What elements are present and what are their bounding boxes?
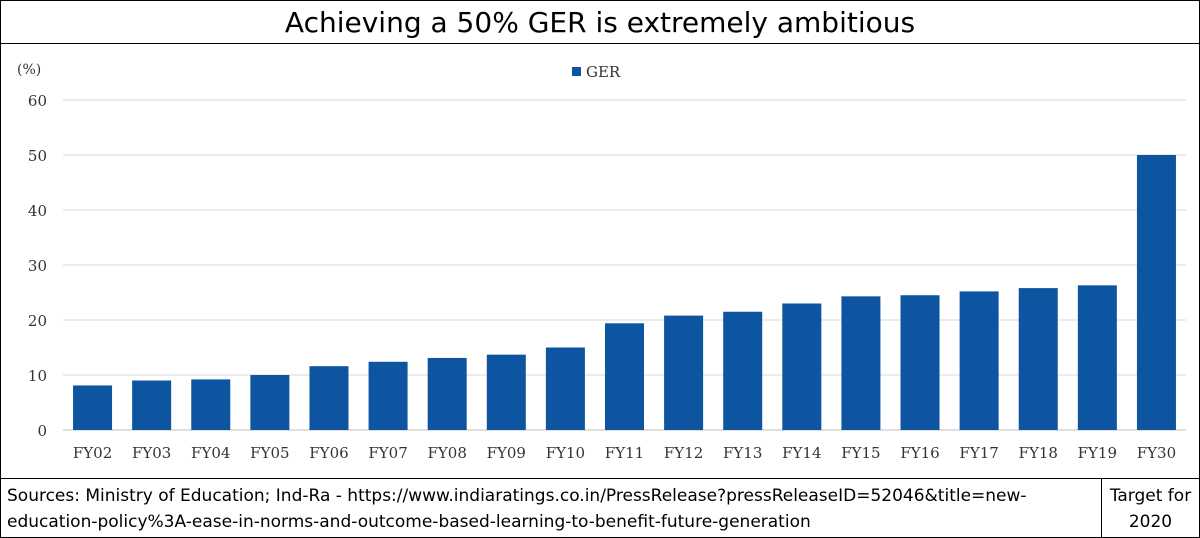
x-tick-label: FY07 xyxy=(368,444,407,462)
x-tick-label: FY06 xyxy=(309,444,348,462)
target-line-2: 2020 xyxy=(1128,512,1173,532)
x-tick-label: FY02 xyxy=(73,444,112,462)
bar xyxy=(604,323,645,430)
bar xyxy=(132,380,172,430)
target-note: Target for 2020 xyxy=(1101,479,1199,538)
bar xyxy=(545,347,585,430)
bar xyxy=(841,296,881,430)
x-tick-label: FY10 xyxy=(546,444,585,462)
bar xyxy=(1136,155,1176,430)
y-tick-label: 40 xyxy=(28,202,47,220)
chart-area: 0 10 20 30 40 50 60 (%) GER FY02 FY03 FY04 FY05 FY06 F… xyxy=(1,44,1199,477)
bar xyxy=(191,379,231,430)
target-line-1: Target for xyxy=(1109,486,1192,506)
bar xyxy=(486,354,526,430)
y-tick-label: 30 xyxy=(28,257,47,275)
bar-chart: 0 10 20 30 40 50 60 (%) GER FY02 FY03 FY04 FY05 FY06 F… xyxy=(17,62,1186,462)
y-tick-label: 60 xyxy=(28,92,47,110)
bar xyxy=(723,311,763,430)
bar xyxy=(250,375,290,430)
x-tick-label: FY04 xyxy=(191,444,230,462)
bar xyxy=(959,291,999,430)
x-tick-label: FY15 xyxy=(841,444,880,462)
bar xyxy=(664,315,704,430)
x-tick-label: FY14 xyxy=(782,444,821,462)
x-tick-label: FY30 xyxy=(1137,444,1176,462)
x-tick-label: FY09 xyxy=(487,444,526,462)
y-tick-label: 10 xyxy=(28,367,47,385)
x-tick-label: FY03 xyxy=(132,444,171,462)
bar xyxy=(73,385,113,430)
bar xyxy=(1018,288,1058,430)
bar xyxy=(368,361,408,430)
bar xyxy=(900,295,940,430)
y-axis-label: (%) xyxy=(17,62,41,78)
y-tick-label: 20 xyxy=(28,312,47,330)
y-tick-label: 0 xyxy=(37,422,47,440)
x-tick-label: FY11 xyxy=(605,444,644,462)
bar xyxy=(1077,285,1117,430)
bar xyxy=(427,357,467,430)
legend-swatch xyxy=(572,67,581,76)
x-tick-label: FY12 xyxy=(664,444,703,462)
bar xyxy=(782,303,822,430)
source-note: Sources: Ministry of Education; Ind-Ra -… xyxy=(7,483,1097,535)
chart-title: Achieving a 50% GER is extremely ambitio… xyxy=(1,1,1199,44)
x-tick-label: FY19 xyxy=(1078,444,1117,462)
source-line-2: education-policy%3A-ease-in-norms-and-ou… xyxy=(7,512,811,532)
footer: Sources: Ministry of Education; Ind-Ra -… xyxy=(1,478,1199,538)
x-tick-label: FY18 xyxy=(1019,444,1058,462)
bar xyxy=(309,366,349,430)
x-tick-label: FY13 xyxy=(723,444,762,462)
x-tick-label: FY17 xyxy=(959,444,998,462)
source-line-1: Sources: Ministry of Education; Ind-Ra -… xyxy=(7,486,1027,506)
legend-label: GER xyxy=(586,63,621,81)
x-tick-label: FY08 xyxy=(427,444,466,462)
x-tick-label: FY16 xyxy=(900,444,939,462)
y-tick-label: 50 xyxy=(28,147,47,165)
x-tick-label: FY05 xyxy=(250,444,289,462)
